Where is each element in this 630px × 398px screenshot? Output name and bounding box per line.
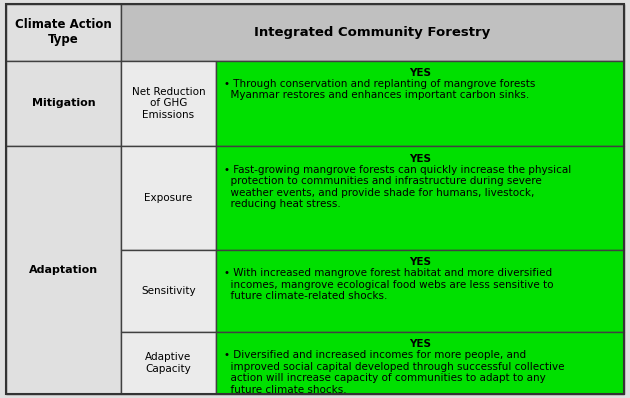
Text: YES: YES xyxy=(409,257,431,267)
Bar xyxy=(120,4,624,60)
Bar xyxy=(216,146,624,250)
Text: Climate Action
Type: Climate Action Type xyxy=(15,18,112,46)
Text: • Through conservation and replanting of mangrove forests
  Myanmar restores and: • Through conservation and replanting of… xyxy=(224,79,535,100)
Bar xyxy=(120,332,216,394)
Text: YES: YES xyxy=(409,68,431,78)
Bar xyxy=(6,4,120,60)
Bar xyxy=(120,250,216,332)
Bar xyxy=(216,332,624,394)
Text: Sensitivity: Sensitivity xyxy=(141,286,196,296)
Bar xyxy=(216,60,624,146)
Text: • With increased mangrove forest habitat and more diversified
  incomes, mangrov: • With increased mangrove forest habitat… xyxy=(224,268,553,301)
Bar xyxy=(6,146,120,394)
Text: Net Reduction
of GHG
Emissions: Net Reduction of GHG Emissions xyxy=(132,87,205,120)
Bar xyxy=(120,146,216,250)
Text: YES: YES xyxy=(409,154,431,164)
Text: Integrated Community Forestry: Integrated Community Forestry xyxy=(254,26,490,39)
Text: Exposure: Exposure xyxy=(144,193,193,203)
Bar xyxy=(120,60,216,146)
Bar xyxy=(6,60,120,146)
Text: Adaptation: Adaptation xyxy=(29,265,98,275)
Text: • Diversified and increased incomes for more people, and
  improved social capit: • Diversified and increased incomes for … xyxy=(224,350,564,395)
Text: YES: YES xyxy=(409,339,431,349)
Text: Mitigation: Mitigation xyxy=(32,98,95,108)
Text: Adaptive
Capacity: Adaptive Capacity xyxy=(146,352,192,374)
Text: • Fast-growing mangrove forests can quickly increase the physical
  protection t: • Fast-growing mangrove forests can quic… xyxy=(224,165,571,209)
Bar xyxy=(216,250,624,332)
